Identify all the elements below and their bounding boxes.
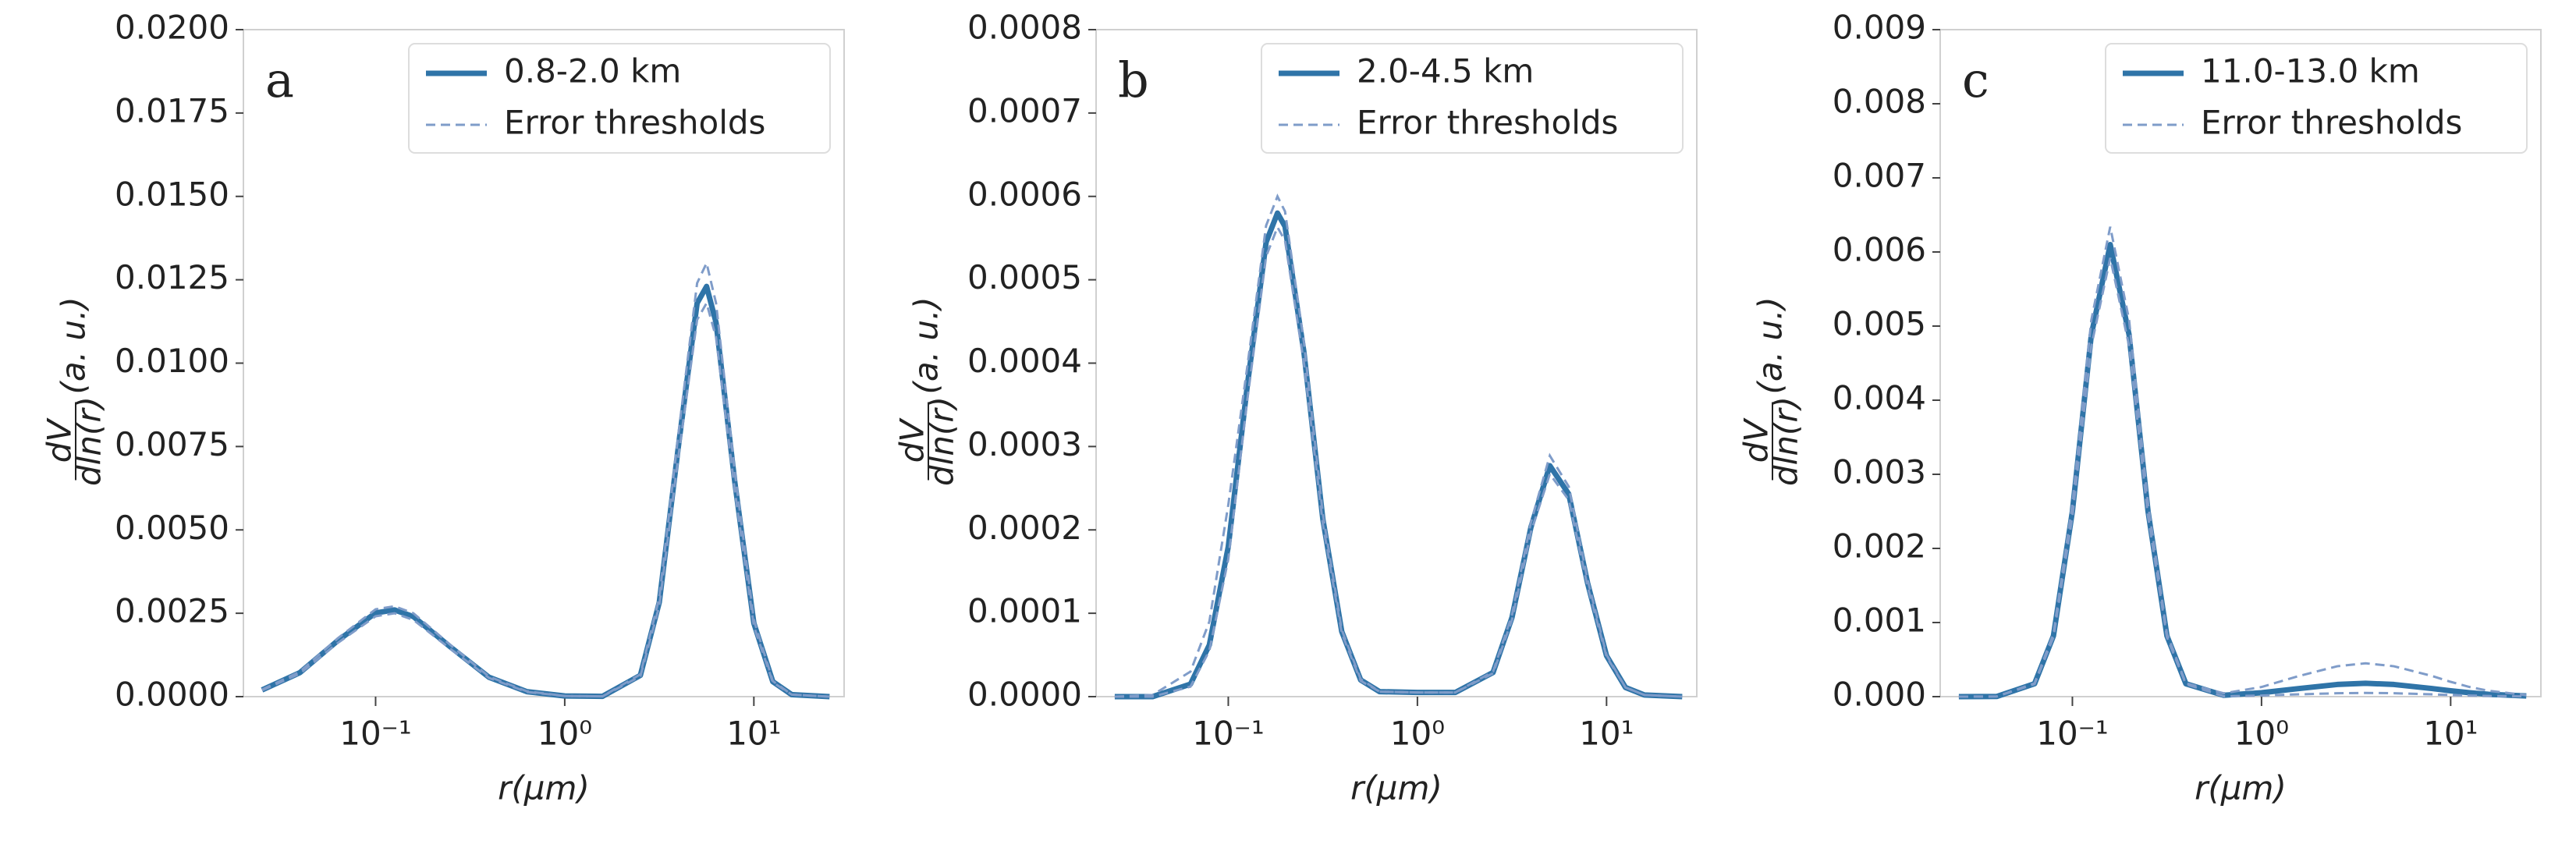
y-tick-label: 0.0003 bbox=[967, 425, 1082, 463]
x-axis-label: r(μm) bbox=[1350, 769, 1442, 807]
legend-box bbox=[1261, 43, 1684, 154]
threshold-line bbox=[1958, 257, 2527, 698]
threshold-line bbox=[1114, 193, 1683, 698]
x-tick-label: 10⁻¹ bbox=[339, 715, 411, 753]
y-tick-label: 0.005 bbox=[1833, 305, 1926, 343]
y-tick-label: 0.0000 bbox=[967, 676, 1082, 714]
y-tick-label: 0.0002 bbox=[967, 509, 1082, 547]
y-tick-label: 0.0007 bbox=[967, 91, 1082, 129]
threshold-line bbox=[1958, 226, 2527, 698]
legend-label: 2.0-4.5 km bbox=[1357, 52, 1534, 90]
y-tick-label: 0.0004 bbox=[967, 342, 1082, 380]
x-tick-label: 10⁰ bbox=[1390, 715, 1445, 753]
x-tick-label: 10¹ bbox=[726, 715, 781, 753]
y-tick-label: 0.002 bbox=[1833, 527, 1926, 566]
x-axis-label: r(μm) bbox=[498, 769, 590, 807]
panel: 0.000 0.001 0.002 0.003 0.004 0.005 0.006 0.007… bbox=[1737, 9, 2542, 807]
panel-letter: a bbox=[265, 51, 294, 108]
y-tick-label: 0.0000 bbox=[115, 676, 229, 714]
y-label-unit: (a. u.) bbox=[55, 296, 93, 394]
x-axis-label: r(μm) bbox=[2195, 769, 2287, 807]
panel: 0.0000 0.0001 0.0002 0.0003 0.0004 0.0005 0.00… bbox=[893, 9, 1698, 807]
x-tick-label: 10⁰ bbox=[2234, 715, 2289, 753]
legend-label: 11.0-13.0 km bbox=[2201, 52, 2420, 90]
legend-label: 0.8-2.0 km bbox=[504, 52, 681, 90]
y-label-numerator: dV bbox=[1737, 417, 1776, 463]
y-tick-label: 0.0008 bbox=[967, 9, 1082, 47]
y-tick-label: 0.0125 bbox=[115, 258, 229, 296]
y-tick-label: 0.004 bbox=[1833, 379, 1926, 417]
y-tick-label: 0.0005 bbox=[967, 258, 1082, 296]
threshold-line bbox=[1114, 224, 1683, 698]
y-tick-label: 0.009 bbox=[1833, 9, 1926, 47]
legend-label: Error thresholds bbox=[1357, 104, 1618, 142]
y-label-denominator: dln(r) bbox=[923, 396, 961, 486]
x-tick-label: 10⁰ bbox=[538, 715, 592, 753]
y-tick-label: 0.0001 bbox=[967, 592, 1082, 630]
x-tick-label: 10¹ bbox=[1579, 715, 1634, 753]
y-tick-label: 0.000 bbox=[1833, 676, 1926, 714]
x-tick-label: 10⁻¹ bbox=[1192, 715, 1264, 753]
threshold-line bbox=[261, 300, 830, 698]
panel-letter: b bbox=[1118, 51, 1149, 108]
data-line bbox=[261, 283, 830, 700]
y-tick-label: 0.0050 bbox=[115, 509, 229, 547]
y-tick-label: 0.0075 bbox=[115, 425, 229, 463]
x-tick-label: 10¹ bbox=[2423, 715, 2478, 753]
panel: 0.0000 0.0025 0.0050 0.0075 0.0100 0.0125 0.01… bbox=[41, 9, 845, 807]
y-tick-label: 0.003 bbox=[1833, 453, 1926, 491]
y-tick-label: 0.0150 bbox=[115, 175, 229, 213]
threshold-line bbox=[261, 259, 830, 698]
y-tick-label: 0.0100 bbox=[115, 342, 229, 380]
y-tick-label: 0.0175 bbox=[115, 91, 229, 129]
x-tick-label: 10⁻¹ bbox=[2036, 715, 2108, 753]
y-tick-label: 0.008 bbox=[1833, 83, 1926, 121]
y-label-denominator: dln(r) bbox=[70, 396, 108, 486]
y-label-unit: (a. u.) bbox=[1751, 296, 1790, 394]
y-tick-label: 0.0200 bbox=[115, 9, 229, 47]
y-tick-label: 0.0025 bbox=[115, 592, 229, 630]
legend-box bbox=[2105, 43, 2528, 154]
y-tick-label: 0.007 bbox=[1833, 157, 1926, 195]
y-tick-label: 0.006 bbox=[1833, 231, 1926, 269]
y-label-denominator: dln(r) bbox=[1767, 396, 1805, 486]
y-label-numerator: dV bbox=[41, 417, 79, 463]
y-label-unit: (a. u.) bbox=[907, 296, 946, 394]
y-tick-label: 0.0006 bbox=[967, 175, 1082, 213]
panel-letter: c bbox=[1962, 51, 1989, 108]
legend-label: Error thresholds bbox=[2201, 104, 2462, 142]
legend-box bbox=[408, 43, 831, 154]
legend-label: Error thresholds bbox=[504, 104, 765, 142]
y-tick-label: 0.001 bbox=[1833, 601, 1926, 640]
y-label-numerator: dV bbox=[893, 417, 931, 463]
data-line bbox=[1958, 242, 2527, 700]
